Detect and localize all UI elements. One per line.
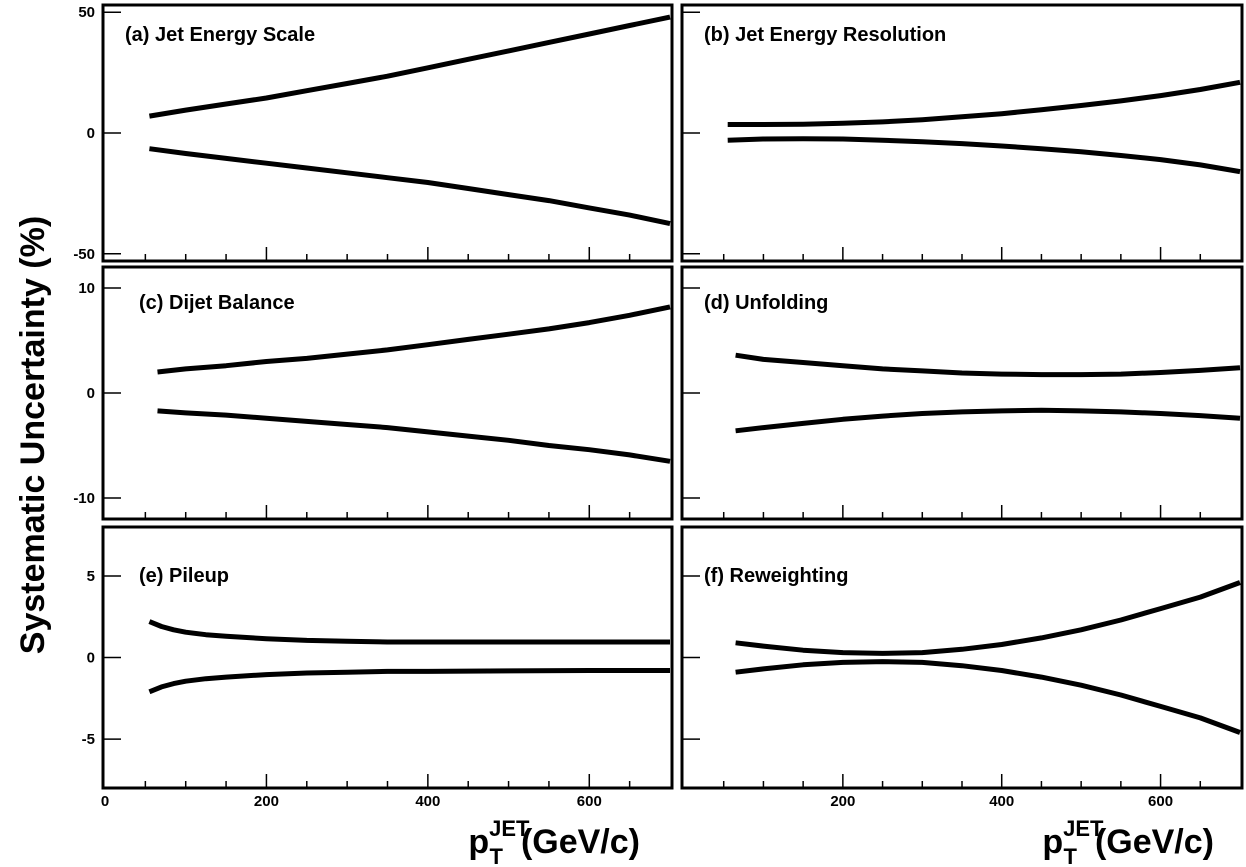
lower-uncertainty-curve [735, 659, 1241, 735]
x-tick-label: 600 [1148, 793, 1173, 810]
panel-label: (b) Jet Energy Resolution [704, 24, 946, 46]
y-axis-title: Systematic Uncertainty (%) [14, 216, 52, 654]
panel-3: -10 0 10 (c) Dijet Balance [73, 265, 674, 521]
x-tick-label: 200 [830, 793, 855, 810]
x-tick-label: 0 [101, 793, 109, 810]
y-tick-label: -50 [73, 246, 95, 263]
y-tick-label: 10 [78, 280, 95, 297]
x-axis-title-left: pJET T (GeV/c) [468, 816, 640, 867]
panel-label: (c) Dijet Balance [139, 292, 295, 314]
x-tick-label: 400 [415, 793, 440, 810]
upper-uncertainty-curve [148, 619, 670, 645]
panel-2: (b) Jet Energy Resolution [680, 3, 1244, 263]
panel-4: (d) Unfolding [680, 265, 1244, 521]
panel-label: (e) Pileup [139, 565, 229, 587]
lower-uncertainty-curve [157, 408, 671, 464]
lower-uncertainty-curve [149, 146, 671, 227]
y-tick-label: -10 [73, 490, 95, 507]
upper-uncertainty-curve [735, 580, 1241, 656]
panel-label: (a) Jet Energy Scale [125, 24, 315, 46]
x-tick-label: 400 [989, 793, 1014, 810]
x-axis-title-right: pJET T (GeV/c) [1042, 816, 1214, 867]
y-tick-label: 0 [87, 125, 95, 142]
upper-uncertainty-curve [157, 304, 671, 375]
upper-uncertainty-curve [735, 352, 1241, 378]
upper-uncertainty-curve [727, 79, 1241, 127]
panel-label: (f) Reweighting [704, 565, 848, 587]
y-tick-label: 5 [87, 568, 95, 585]
panel-6: 200 400 600 (f) Reweighting [680, 525, 1244, 810]
y-tick-label: 0 [87, 385, 95, 402]
upper-uncertainty-curve [148, 14, 671, 119]
panel-1: -50 0 50 (a) Jet Energy Scale [73, 3, 674, 263]
y-tick-label: 0 [87, 650, 95, 667]
panel-label: (d) Unfolding [704, 292, 828, 314]
lower-uncertainty-curve [735, 407, 1241, 434]
lower-uncertainty-curve [727, 136, 1241, 175]
lower-uncertainty-curve [148, 668, 670, 695]
x-tick-label: 200 [254, 793, 279, 810]
y-tick-label: 50 [78, 4, 95, 21]
x-tick-label: 600 [577, 793, 602, 810]
panel-5: -5 0 5 0 200 400 600 (e) Pileup [82, 525, 674, 810]
y-tick-label: -5 [82, 731, 95, 748]
